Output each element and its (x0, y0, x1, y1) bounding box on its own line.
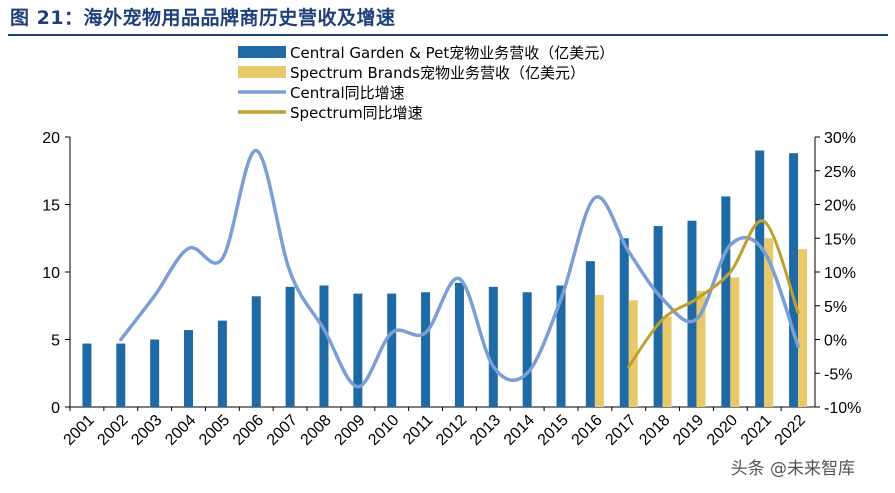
central-revenue-bar (82, 343, 92, 407)
spectrum-growth-line (627, 219, 800, 368)
spectrum-revenue-bar (730, 277, 740, 407)
legend-item-spectrum-growth-label: Spectrum同比增速 (290, 104, 423, 122)
left-tick-label: 10 (42, 265, 60, 282)
central-revenue-bar (353, 293, 363, 407)
central-revenue-bar (150, 339, 160, 407)
spectrum-revenue-bar (764, 238, 774, 407)
x-tick-label: 2017 (602, 412, 639, 449)
right-tick-label: -10% (824, 400, 861, 417)
central-revenue-bar (454, 282, 464, 407)
left-tick-label: 20 (42, 130, 60, 147)
bars (82, 150, 808, 407)
x-tick-label: 2010 (365, 412, 402, 449)
central-revenue-bar (488, 286, 498, 407)
x-tick-label: 2013 (467, 412, 504, 449)
x-tick-label: 2008 (298, 412, 335, 449)
spectrum-revenue-bar (798, 249, 808, 407)
right-tick-label: 15% (824, 231, 856, 248)
x-tick-label: 2015 (535, 412, 572, 449)
central-revenue-bar (387, 293, 397, 407)
right-tick-label: 0% (824, 333, 847, 350)
legend-item-spectrum-revenue-label: Spectrum Brands宠物业务营收（亿美元） (290, 64, 585, 82)
x-tick-label: 2001 (61, 412, 98, 449)
x-tick-label: 2021 (738, 412, 775, 449)
central-revenue-bar (687, 220, 697, 407)
central-revenue-bar (116, 343, 126, 407)
x-tick-label: 2020 (704, 412, 741, 449)
legend-item-central-growth-label: Central同比增速 (290, 84, 405, 102)
central-revenue-bar (217, 320, 227, 407)
right-tick-label: 20% (824, 198, 856, 215)
central-revenue-bar (319, 285, 329, 407)
x-tick-label: 2006 (230, 412, 267, 449)
central-revenue-bar (556, 285, 566, 407)
title-rule (8, 34, 888, 36)
x-tick-label: 2007 (264, 412, 301, 449)
x-tick-label: 2011 (400, 412, 436, 448)
spectrum-revenue-bar (594, 294, 604, 407)
central-revenue-bar (755, 150, 765, 407)
spectrum-revenue-bar (628, 300, 638, 407)
right-tick-label: -5% (824, 366, 852, 383)
x-tick-label: 2018 (636, 412, 673, 449)
x-tick-label: 2003 (128, 412, 165, 449)
legend-item-central-revenue-swatch (238, 46, 286, 58)
spectrum-revenue-bar (696, 290, 706, 407)
watermark: 头条 @未来智库 (730, 459, 855, 479)
central-revenue-bar (789, 153, 799, 407)
lines (119, 148, 800, 389)
x-tick-label: 2005 (196, 412, 233, 449)
figure-title: 图 21：海外宠物用品品牌商历史营收及增速 (10, 7, 396, 29)
x-tick-label: 2002 (94, 412, 131, 449)
right-tick-label: 25% (824, 164, 856, 181)
left-tick-label: 0 (51, 400, 60, 417)
central-revenue-bar (421, 292, 431, 407)
central-revenue-bar (285, 286, 295, 407)
right-tick-label: 10% (824, 265, 856, 282)
legend: Central Garden & Pet宠物业务营收（亿美元） Spectrum … (238, 44, 614, 122)
x-tick-label: 2016 (569, 412, 606, 449)
central-revenue-bar (522, 292, 532, 407)
x-tick-label: 2009 (331, 412, 368, 449)
x-tick-label: 2014 (501, 412, 538, 449)
central-revenue-bar (251, 296, 261, 407)
legend-item-central-revenue-label: Central Garden & Pet宠物业务营收（亿美元） (290, 44, 614, 62)
central-growth-line (119, 148, 800, 389)
x-tick-label: 2019 (670, 412, 707, 449)
x-tick-label: 2012 (433, 412, 470, 449)
central-revenue-bar (184, 330, 194, 407)
central-revenue-bar (619, 238, 629, 407)
central-revenue-bar (653, 226, 663, 407)
x-tick-label: 2004 (162, 412, 199, 449)
central-revenue-bar (585, 261, 595, 407)
legend-item-spectrum-revenue-swatch (238, 66, 286, 78)
right-tick-label: 5% (824, 299, 847, 316)
left-tick-label: 5 (51, 333, 60, 350)
left-tick-label: 15 (42, 198, 60, 215)
central-revenue-bar (721, 196, 731, 407)
spectrum-revenue-bar (662, 316, 672, 407)
x-tick-label: 2022 (772, 412, 809, 449)
right-tick-label: 30% (824, 130, 856, 147)
